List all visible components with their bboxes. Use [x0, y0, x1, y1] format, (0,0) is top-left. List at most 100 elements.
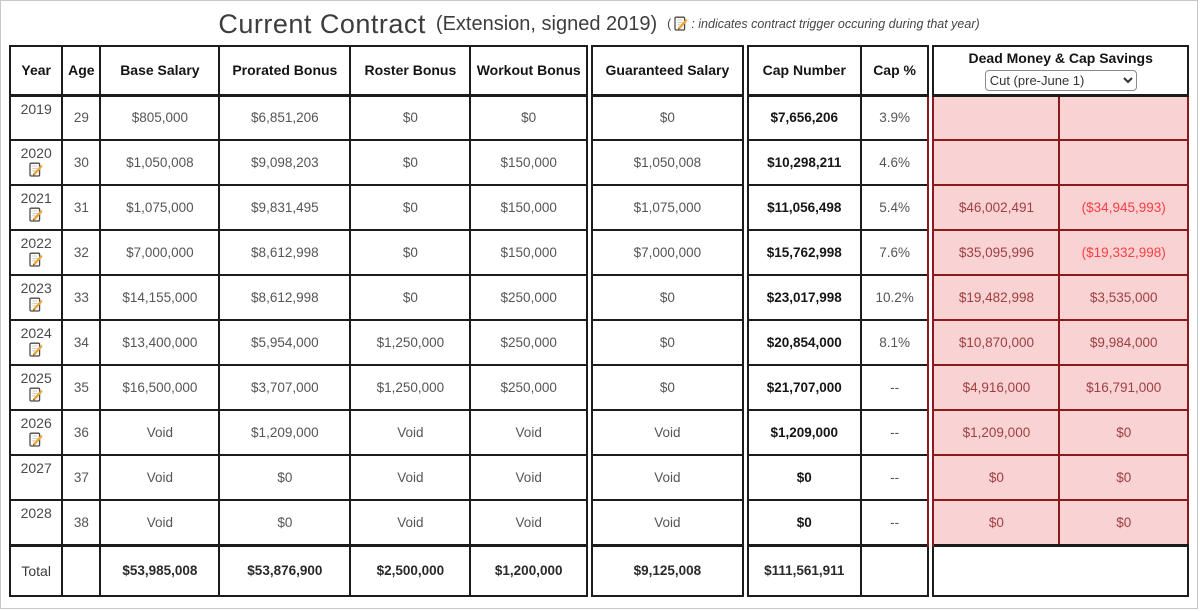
cap-pct-cell: 7.6%: [859, 229, 932, 276]
cap-number-cell: $23,017,998: [741, 274, 862, 321]
prorated-bonus-cell: $0: [218, 454, 352, 501]
guaranteed-salary-cell: $0: [585, 94, 747, 141]
year-label: 2023: [20, 280, 52, 297]
guaranteed-salary-cell: $0: [585, 364, 747, 411]
dead-money-cell: $19,482,998: [927, 274, 1061, 321]
cap-pct-cell: --: [859, 364, 932, 411]
base-salary-cell: $16,500,000: [99, 364, 221, 411]
dead-money-scenario-select[interactable]: Cut (pre-June 1): [984, 69, 1137, 91]
prorated-bonus-cell: $5,954,000: [218, 319, 352, 366]
year-cell: 2021: [8, 184, 64, 231]
prorated-bonus-cell: $8,612,998: [218, 229, 352, 276]
age-cell: 37: [61, 454, 102, 501]
table-row-2019: 2019 29 $805,000 $6,851,206 $0 $0 $0 $7,…: [8, 94, 1189, 141]
guaranteed-salary-cell: $1,050,008: [585, 139, 747, 186]
total-dead-money-area: [927, 543, 1190, 597]
year-cell: 2026: [8, 409, 64, 456]
base-salary-cell: Void: [99, 409, 221, 456]
cap-number-cell: $10,298,211: [741, 139, 862, 186]
year-cell: 2020: [8, 139, 64, 186]
cap-savings-cell: $0: [1058, 409, 1189, 456]
base-salary-cell: Void: [99, 499, 221, 546]
year-cell: 2022: [8, 229, 64, 276]
cap-pct-cell: 3.9%: [859, 94, 932, 141]
year-cell: 2019: [8, 94, 64, 141]
base-salary-cell: Void: [99, 454, 221, 501]
roster-bonus-cell: $0: [349, 229, 472, 276]
total-cap-pct: [859, 543, 932, 597]
contract-trigger-icon: [12, 387, 60, 404]
contract-trigger-icon: [12, 207, 60, 224]
age-cell: 31: [61, 184, 102, 231]
guaranteed-salary-cell: Void: [585, 409, 747, 456]
table-row-2020: 2020 30 $1,050,008 $9,098,203 $0 $150,00…: [8, 139, 1189, 186]
cap-savings-cell: [1058, 139, 1189, 186]
cap-savings-cell: $9,984,000: [1058, 319, 1189, 366]
total-roster-bonus: $2,500,000: [349, 543, 472, 597]
cap-number-cell: $21,707,000: [741, 364, 862, 411]
age-cell: 32: [61, 229, 102, 276]
dead-money-cell: $10,870,000: [927, 319, 1061, 366]
dead-money-cell: [927, 139, 1061, 186]
header-age: Age: [61, 45, 102, 97]
dead-money-cell: $46,002,491: [927, 184, 1061, 231]
dead-money-cell: $0: [927, 499, 1061, 546]
workout-bonus-cell: $150,000: [469, 184, 591, 231]
prorated-bonus-cell: $0: [218, 499, 352, 546]
cap-pct-cell: --: [859, 499, 932, 546]
title-main: Current Contract: [218, 8, 426, 39]
roster-bonus-cell: Void: [349, 454, 472, 501]
cap-number-cell: $0: [741, 454, 862, 501]
dead-money-group-label: Dead Money & Cap Savings: [968, 50, 1153, 66]
guaranteed-salary-cell: $0: [585, 319, 747, 366]
prorated-bonus-cell: $9,831,495: [218, 184, 352, 231]
total-cap-number: $111,561,911: [741, 543, 862, 597]
note-open-paren: (: [667, 17, 672, 31]
total-base-salary: $53,985,008: [99, 543, 221, 597]
roster-bonus-cell: Void: [349, 499, 472, 546]
cap-number-cell: $1,209,000: [741, 409, 862, 456]
header-cap-number: Cap Number: [741, 45, 862, 97]
workout-bonus-cell: $150,000: [469, 229, 591, 276]
guaranteed-salary-cell: Void: [585, 454, 747, 501]
age-cell: 30: [61, 139, 102, 186]
table-row-2028: 2028 38 Void $0 Void Void Void $0 -- $0 …: [8, 499, 1189, 546]
year-label: 2021: [20, 190, 52, 207]
guaranteed-salary-cell: $0: [585, 274, 747, 321]
cap-pct-cell: 10.2%: [859, 274, 932, 321]
year-label: 2027: [20, 460, 52, 477]
header-year: Year: [8, 45, 64, 97]
roster-bonus-cell: $1,250,000: [349, 364, 472, 411]
note-text: : indicates contract trigger occuring du…: [691, 17, 980, 31]
workout-bonus-cell: $150,000: [469, 139, 591, 186]
year-label: 2025: [20, 370, 52, 387]
table-row-2025: 2025 35 $16,500,000 $3,707,000 $1,250,00…: [8, 364, 1189, 411]
cap-pct-cell: 8.1%: [859, 319, 932, 366]
year-label: 2022: [20, 235, 52, 252]
total-guaranteed-salary: $9,125,008: [585, 543, 747, 597]
header-roster-bonus: Roster Bonus: [349, 45, 472, 97]
contract-trigger-icon: [12, 432, 60, 449]
cap-pct-cell: 4.6%: [859, 139, 932, 186]
cap-number-cell: $0: [741, 499, 862, 546]
cap-savings-cell: $0: [1058, 499, 1189, 546]
workout-bonus-cell: Void: [469, 499, 591, 546]
total-prorated-bonus: $53,876,900: [218, 543, 352, 597]
prorated-bonus-cell: $6,851,206: [218, 94, 352, 141]
base-salary-cell: $14,155,000: [99, 274, 221, 321]
table-row-2022: 2022 32 $7,000,000 $8,612,998 $0 $150,00…: [8, 229, 1189, 276]
header-prorated-bonus: Prorated Bonus: [218, 45, 352, 97]
cap-savings-cell: [1058, 94, 1189, 141]
cap-pct-cell: --: [859, 409, 932, 456]
roster-bonus-cell: $0: [349, 184, 472, 231]
age-cell: 35: [61, 364, 102, 411]
header-base-salary: Base Salary: [99, 45, 221, 97]
age-cell: 34: [61, 319, 102, 366]
workout-bonus-cell: $0: [469, 94, 591, 141]
header-cap-pct: Cap %: [859, 45, 932, 97]
cap-pct-cell: --: [859, 454, 932, 501]
year-label: 2024: [20, 325, 52, 342]
cap-number-cell: $11,056,498: [741, 184, 862, 231]
table-row-2026: 2026 36 Void $1,209,000 Void Void Void $…: [8, 409, 1189, 456]
table-row-2027: 2027 37 Void $0 Void Void Void $0 -- $0 …: [8, 454, 1189, 501]
